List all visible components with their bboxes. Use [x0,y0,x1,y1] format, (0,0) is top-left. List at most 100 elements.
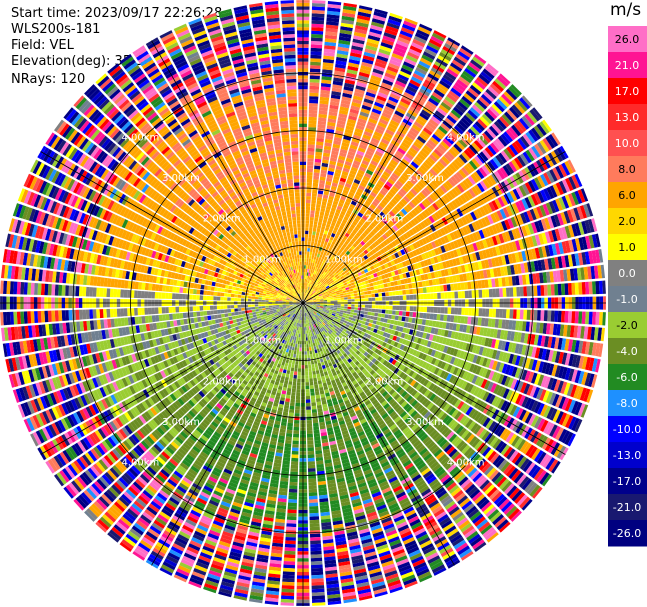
velocity-gate [318,282,322,286]
velocity-gate [311,295,315,298]
velocity-gate [331,91,342,96]
velocity-gate [345,287,350,291]
velocity-gate [396,257,402,263]
velocity-gate [487,144,497,156]
velocity-gate [311,34,323,39]
velocity-gate [318,218,323,223]
velocity-gate [322,62,334,67]
velocity-gate [472,232,479,242]
velocity-gate [321,79,332,84]
velocity-gate [451,161,460,171]
velocity-gate [445,224,453,233]
velocity-gate [475,251,481,261]
velocity-gate [392,276,397,281]
velocity-gate [528,236,535,248]
velocity-gate [387,178,395,185]
velocity-gate [384,314,389,319]
velocity-gate [315,394,321,399]
velocity-gate [440,122,451,132]
velocity-gate [374,252,380,258]
velocity-gate [325,24,339,30]
velocity-gate [373,316,378,321]
velocity-gate [311,277,314,281]
velocity-gate [309,299,313,301]
velocity-gate [332,200,339,206]
velocity-gate [337,244,342,249]
velocity-gate [390,217,398,225]
velocity-gate [473,209,481,220]
velocity-gate [307,147,315,152]
velocity-gate [323,55,335,60]
velocity-gate [528,147,538,160]
velocity-gate [488,225,495,236]
velocity-gate [473,139,484,150]
velocity-gate [308,340,311,344]
velocity-gate [328,164,336,169]
velocity-gate [346,313,350,317]
velocity-gate [385,292,389,297]
velocity-gate [471,104,483,115]
velocity-gate [324,289,328,293]
velocity-gate [372,188,379,195]
velocity-gate [340,174,348,180]
velocity-gate [353,217,360,224]
velocity-gate [508,86,520,98]
velocity-gate [338,155,346,161]
velocity-gate [473,171,482,182]
velocity-gate [442,138,452,148]
velocity-gate [472,242,479,252]
velocity-gate [353,312,358,316]
velocity-gate [386,125,397,133]
velocity-gate [336,261,341,266]
velocity-gate [316,398,321,403]
velocity-gate [324,273,328,277]
velocity-gate [491,103,503,115]
velocity-gate [333,197,340,202]
velocity-gate [461,307,466,315]
velocity-gate [388,210,396,218]
velocity-gate [450,307,455,315]
velocity-gate [355,124,365,131]
velocity-gate [412,250,418,257]
velocity-gate [375,262,381,267]
velocity-gate [362,134,371,141]
velocity-gate [357,229,364,235]
velocity-gate [421,200,429,208]
velocity-gate [395,290,400,296]
velocity-gate [365,169,374,176]
velocity-gate [375,216,381,223]
velocity-gate [467,87,480,98]
velocity-gate [382,240,389,246]
velocity-gate [310,284,313,288]
velocity-gate [304,285,307,290]
velocity-gate [363,268,369,273]
velocity-gate [350,293,355,297]
velocity-gate [343,135,352,141]
velocity-gate [347,306,352,310]
velocity-gate [358,253,363,259]
velocity-gate [369,28,383,35]
velocity-gate [478,308,483,317]
velocity-gate [519,309,524,320]
velocity-gate [327,271,332,276]
velocity-gate [309,292,313,296]
velocity-gate [348,258,353,263]
velocity-gate [330,260,335,265]
velocity-gate [406,245,412,253]
velocity-gate [368,239,374,245]
velocity-gate [344,304,348,307]
velocity-gate [425,45,439,54]
velocity-gate [568,224,575,238]
velocity-gate [489,158,499,170]
velocity-gate [391,240,397,247]
velocity-gate [308,287,311,291]
velocity-gate [312,353,316,358]
velocity-gate [425,142,435,151]
velocity-gate [442,74,455,84]
velocity-gate [321,225,326,231]
velocity-gate [361,307,365,311]
velocity-gate [395,222,402,230]
velocity-gate [524,113,535,126]
velocity-gate [313,291,317,295]
velocity-gate [515,240,521,251]
